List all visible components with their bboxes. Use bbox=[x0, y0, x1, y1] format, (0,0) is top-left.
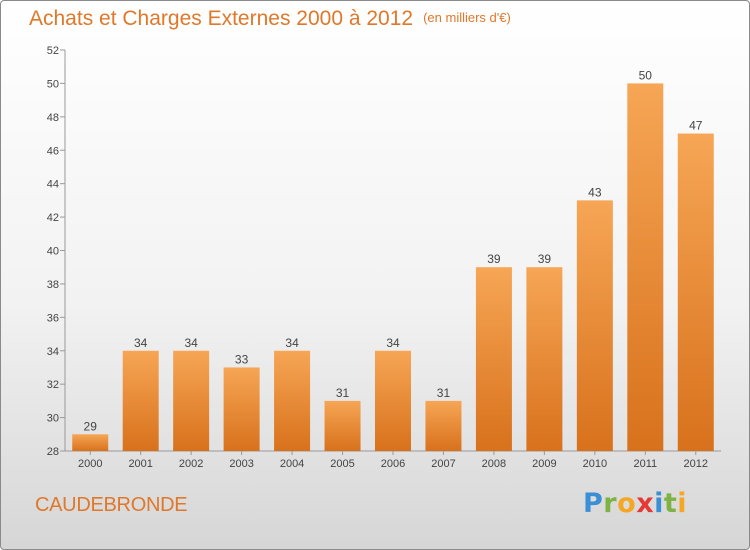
y-tick-label: 46 bbox=[47, 145, 59, 157]
bar bbox=[677, 133, 714, 451]
bar bbox=[274, 350, 311, 451]
logo-letter: i bbox=[677, 488, 688, 519]
logo-letter: P bbox=[583, 488, 604, 519]
x-tick-label: 2001 bbox=[128, 458, 152, 470]
y-tick-label: 30 bbox=[47, 413, 59, 425]
unit-label: (en milliers d'€) bbox=[423, 10, 511, 25]
data-label: 34 bbox=[134, 336, 148, 350]
bar bbox=[375, 350, 411, 451]
logo-letter: i bbox=[654, 488, 664, 519]
data-label: 43 bbox=[588, 185, 602, 199]
x-tick-label: 2010 bbox=[583, 458, 607, 470]
x-tick-label: 2012 bbox=[684, 458, 708, 470]
logo-letter: r bbox=[603, 488, 618, 519]
y-tick-label: 52 bbox=[47, 45, 59, 57]
x-tick-label: 2011 bbox=[633, 458, 657, 470]
bar bbox=[223, 367, 260, 451]
logo-letter: o bbox=[617, 488, 637, 519]
x-tick-label: 2005 bbox=[330, 458, 354, 470]
data-label: 39 bbox=[487, 252, 501, 266]
bar bbox=[627, 83, 664, 452]
data-label: 29 bbox=[84, 419, 98, 433]
place-name: CAUDEBRONDE bbox=[35, 494, 188, 516]
y-tick-label: 44 bbox=[47, 179, 59, 191]
y-tick-label: 40 bbox=[47, 246, 59, 258]
data-label: 34 bbox=[386, 336, 400, 350]
x-tick-label: 2002 bbox=[179, 458, 203, 470]
y-tick-label: 32 bbox=[47, 379, 59, 391]
x-tick-label: 2000 bbox=[78, 458, 102, 470]
data-label: 47 bbox=[689, 119, 703, 133]
x-tick-label: 2007 bbox=[431, 458, 455, 470]
logo-letter: t bbox=[663, 488, 678, 519]
data-label: 33 bbox=[235, 352, 249, 366]
logo-letter: x bbox=[636, 488, 655, 519]
bar bbox=[324, 400, 361, 451]
chart-title: Achats et Charges Externes 2000 à 2012 (e… bbox=[29, 7, 511, 31]
x-tick-label: 2006 bbox=[381, 458, 405, 470]
title-text: Achats et Charges Externes 2000 à 2012 bbox=[29, 7, 414, 30]
y-tick-label: 36 bbox=[47, 312, 59, 324]
y-tick-label: 50 bbox=[47, 78, 59, 90]
data-label: 34 bbox=[184, 336, 198, 350]
bar bbox=[425, 400, 462, 451]
data-label: 31 bbox=[336, 386, 350, 400]
proxiti-logo: Proxiti bbox=[583, 488, 687, 519]
x-tick-label: 2004 bbox=[280, 458, 304, 470]
bar bbox=[526, 267, 563, 451]
y-tick-label: 38 bbox=[47, 279, 59, 291]
bar bbox=[72, 434, 109, 451]
y-tick-label: 34 bbox=[47, 346, 59, 358]
x-tick-label: 2003 bbox=[229, 458, 253, 470]
data-label: 34 bbox=[285, 336, 299, 350]
data-label: 50 bbox=[639, 68, 653, 82]
bar bbox=[122, 350, 159, 451]
bar bbox=[475, 267, 512, 451]
bar bbox=[576, 200, 613, 451]
bar bbox=[173, 350, 210, 451]
y-tick-label: 48 bbox=[47, 112, 59, 124]
y-tick-label: 28 bbox=[47, 446, 59, 458]
x-tick-label: 2008 bbox=[482, 458, 506, 470]
data-label: 31 bbox=[437, 386, 451, 400]
x-tick-label: 2009 bbox=[532, 458, 556, 470]
data-label: 39 bbox=[538, 252, 552, 266]
y-tick-label: 42 bbox=[47, 212, 59, 224]
